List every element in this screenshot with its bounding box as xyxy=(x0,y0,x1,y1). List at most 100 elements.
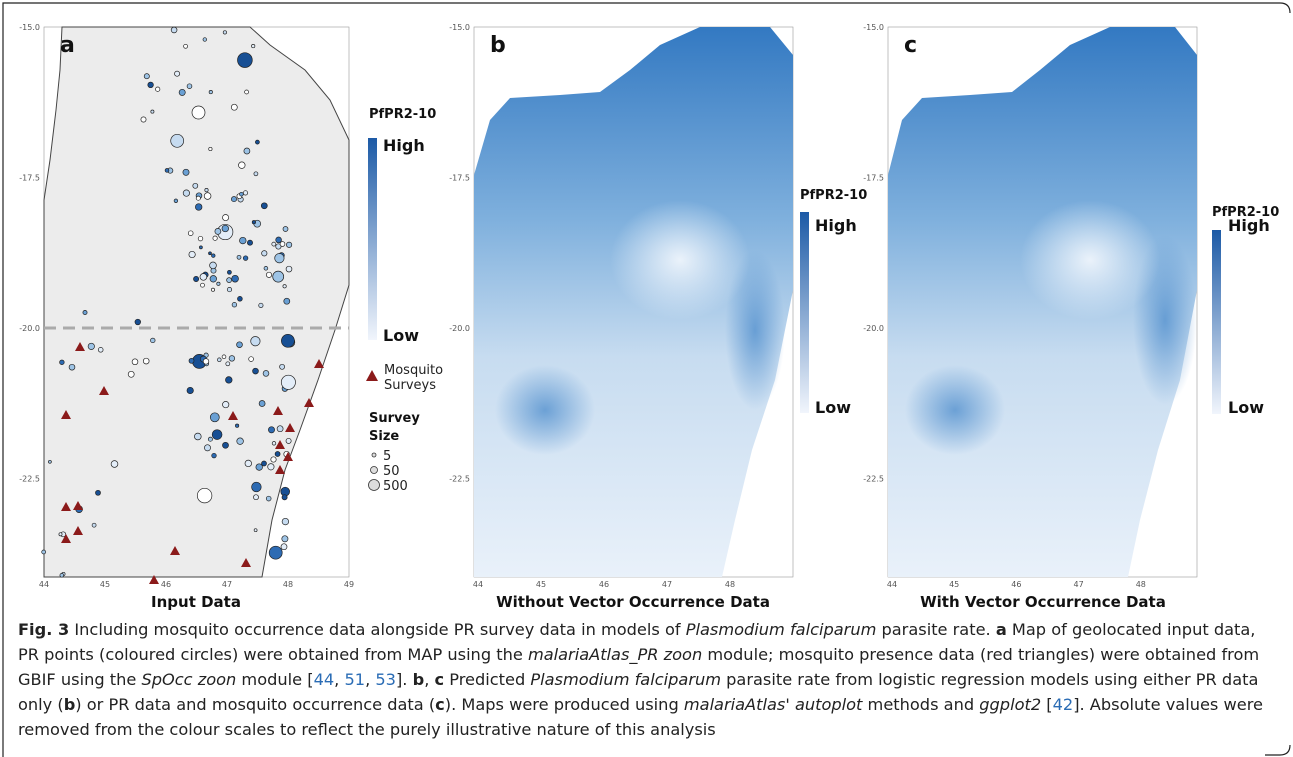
survey-point xyxy=(226,287,233,293)
survey-point xyxy=(188,357,195,364)
survey-point xyxy=(196,487,213,504)
survey-point xyxy=(222,30,227,35)
panel-a xyxy=(41,26,350,584)
legend: PfPR2-10 High Low xyxy=(1212,205,1279,417)
survey-point xyxy=(208,146,213,152)
legend-low: Low xyxy=(1228,398,1264,417)
color-bar xyxy=(1212,230,1221,414)
survey-point xyxy=(242,190,249,196)
x-tick-label: 46 xyxy=(1011,580,1021,589)
panel-title: Without Vector Occurrence Data xyxy=(496,593,770,611)
legend-low: Low xyxy=(815,398,851,417)
caption-run: b xyxy=(63,695,76,714)
x-tick-label: 46 xyxy=(161,580,171,589)
citation[interactable]: 51 xyxy=(344,670,366,689)
survey-point xyxy=(239,191,244,197)
survey-point xyxy=(281,494,288,501)
survey-point xyxy=(228,355,236,362)
y-tick-label: -15.0 xyxy=(449,23,470,32)
x-tick-label: 45 xyxy=(536,580,546,589)
caption-run: , xyxy=(424,670,435,689)
legend-title: Size xyxy=(369,429,399,444)
y-tick-label: -22.5 xyxy=(449,475,470,484)
caption-run: , xyxy=(365,670,376,689)
legend: PfPR2-10 High Low Mosquito Surveys Surve… xyxy=(366,107,443,494)
survey-point xyxy=(182,168,190,176)
survey-point xyxy=(270,456,277,463)
caption-run: parasite rate from logistic regression m… xyxy=(18,670,1259,714)
survey-point xyxy=(222,214,230,222)
survey-point xyxy=(225,376,233,384)
shade xyxy=(495,365,595,455)
survey-point xyxy=(251,44,256,49)
survey-point xyxy=(243,147,251,155)
survey-point xyxy=(208,251,212,256)
y-tick-label: -22.5 xyxy=(863,475,884,484)
survey-point xyxy=(216,281,221,286)
survey-point xyxy=(282,226,289,232)
legend-high: High xyxy=(815,216,857,235)
survey-point xyxy=(209,275,217,283)
survey-point xyxy=(283,297,291,305)
citation[interactable]: 53 xyxy=(375,670,396,689)
survey-point xyxy=(68,363,76,371)
survey-point xyxy=(41,549,47,555)
survey-point xyxy=(217,357,222,363)
survey-point xyxy=(226,277,232,283)
panel-letter: b xyxy=(490,33,506,58)
survey-point xyxy=(285,437,292,444)
fig-label: Fig. 3 xyxy=(18,620,70,639)
shade xyxy=(610,200,750,320)
caption-run: SpOcc zoon xyxy=(141,670,237,689)
x-tick-label: 46 xyxy=(599,580,609,589)
survey-point xyxy=(222,441,229,449)
survey-point xyxy=(202,358,210,365)
survey-point xyxy=(195,195,201,201)
caption-run: parasite rate. xyxy=(876,620,996,639)
survey-point xyxy=(272,270,285,283)
survey-point xyxy=(276,425,284,433)
frame-line xyxy=(1265,744,1291,756)
x-tick-label: 47 xyxy=(222,580,232,589)
survey-point xyxy=(191,105,206,120)
survey-point xyxy=(197,235,204,242)
caption-run: malariaAtlas xyxy=(683,695,786,714)
caption-run: [ xyxy=(1041,695,1053,714)
y-tick-label: -20.0 xyxy=(449,324,470,333)
caption-run: Map of geolocated input data, PR points … xyxy=(18,620,1256,664)
survey-point xyxy=(204,444,211,452)
survey-point xyxy=(202,37,207,42)
survey-point xyxy=(186,386,194,395)
survey-point xyxy=(182,189,190,197)
citation[interactable]: 42 xyxy=(1052,695,1074,714)
legend-label: Surveys xyxy=(384,378,436,393)
survey-point xyxy=(265,495,272,502)
survey-point xyxy=(59,359,65,365)
survey-point xyxy=(268,545,283,560)
survey-point xyxy=(235,423,240,428)
survey-point xyxy=(95,489,101,496)
size-key xyxy=(370,466,378,474)
survey-point xyxy=(258,302,264,308)
survey-point xyxy=(237,52,253,68)
survey-point xyxy=(221,224,229,233)
survey-point xyxy=(236,437,244,445)
survey-point xyxy=(170,26,178,34)
survey-point xyxy=(208,90,213,95)
caption-run: Including mosquito occurrence data along… xyxy=(69,620,686,639)
x-tick-label: 48 xyxy=(725,580,735,589)
survey-point xyxy=(221,354,227,360)
caption-run: ). Maps were produced using xyxy=(444,695,684,714)
legend-low: Low xyxy=(383,326,419,345)
survey-point xyxy=(211,429,223,440)
survey-point xyxy=(227,269,232,275)
survey-point xyxy=(150,337,156,344)
survey-point xyxy=(237,296,243,302)
survey-point xyxy=(222,401,230,409)
y-tick-label: -17.5 xyxy=(19,174,40,183)
citation[interactable]: 44 xyxy=(313,670,335,689)
survey-point xyxy=(207,436,213,442)
size-key xyxy=(368,479,380,491)
survey-point xyxy=(281,535,289,543)
caption-run: , xyxy=(334,670,345,689)
